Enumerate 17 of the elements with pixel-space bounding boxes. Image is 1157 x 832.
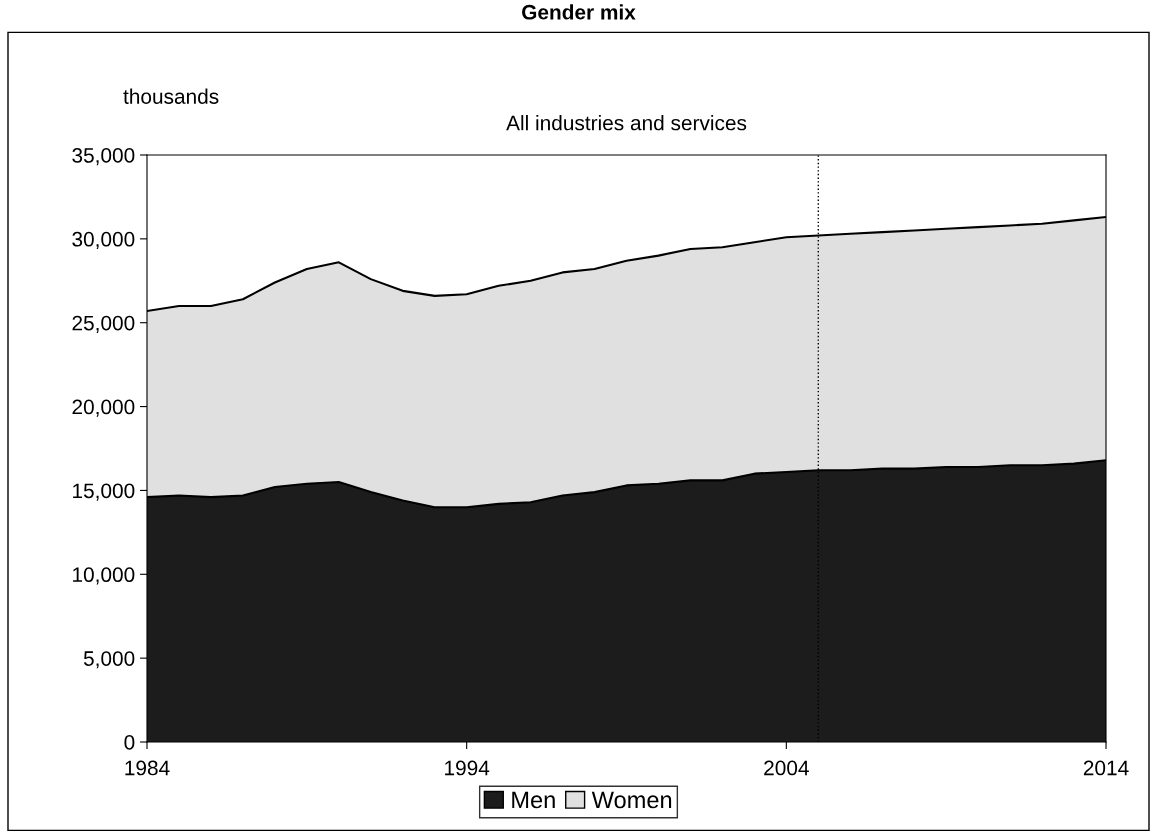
y-tick-label: 10,000	[73, 567, 135, 585]
y-tick-label: 15,000	[73, 483, 135, 501]
y-tick-label: 0	[124, 735, 135, 750]
y-axis-title: thousands	[123, 88, 219, 104]
x-tick-label: 2004	[764, 760, 809, 776]
y-tick-label: 20,000	[72, 399, 135, 417]
chart-subtitle: All industries and services	[506, 115, 747, 131]
legend-label: Women	[591, 791, 672, 809]
y-tick-label: 5,000	[83, 651, 135, 669]
x-tick-label: 1994	[445, 760, 490, 776]
chart-title: Gender mix	[522, 4, 636, 20]
x-tick-label: 1984	[125, 760, 170, 776]
x-tick-label: 2014	[1083, 760, 1129, 776]
y-tick-label: 30,000	[72, 231, 135, 250]
y-tick-label: 35,000	[72, 148, 135, 166]
legend-label: Men	[512, 791, 555, 809]
y-tick-label: 25,000	[72, 315, 135, 333]
